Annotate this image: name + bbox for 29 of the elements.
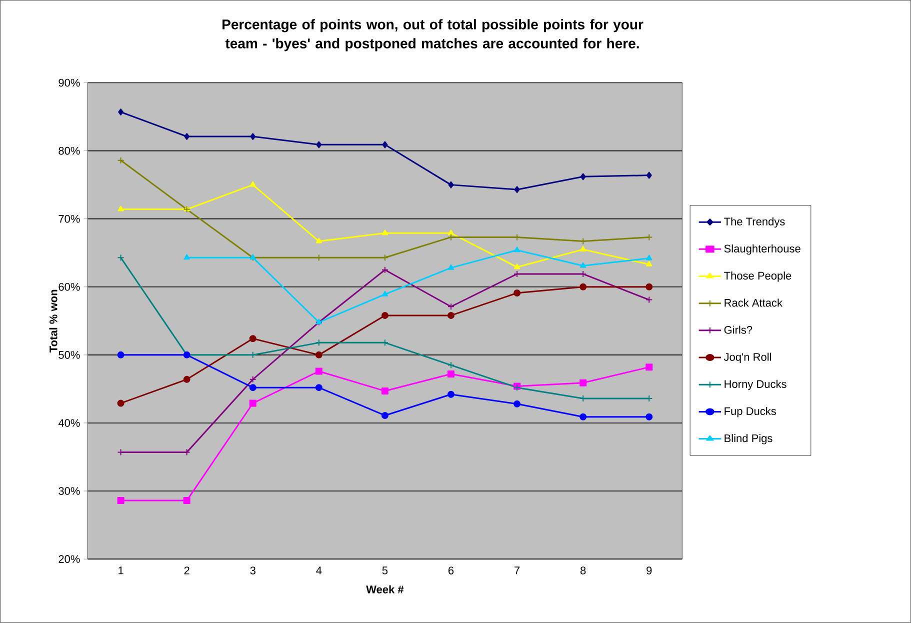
- x-tick-label: 2: [184, 566, 190, 574]
- x-axis-title: Week #: [366, 585, 404, 594]
- legend-label: Slaughterhouse: [724, 244, 800, 255]
- y-tick-label: 30%: [58, 487, 80, 496]
- y-tick-label: 40%: [58, 419, 80, 427]
- y-tick-label: 60%: [58, 283, 80, 291]
- legend-label: The Trendys: [724, 217, 785, 228]
- y-axis-title: Total % won: [49, 290, 58, 353]
- x-tick-label: 5: [382, 566, 388, 574]
- x-tick-label: 9: [646, 566, 652, 574]
- legend-label: Rack Attack: [724, 298, 783, 307]
- y-tick-label: 20%: [58, 555, 80, 564]
- legend-label: Blind Pigs: [724, 434, 772, 444]
- legend-label: Fup Ducks: [724, 407, 776, 418]
- x-tick-label: 3: [250, 566, 256, 574]
- y-tick-label: 50%: [58, 351, 80, 359]
- chart-title: Percentage of points won, out of total possible points for your team - 'byes' and postponed matches are accounted for here.: [222, 19, 644, 52]
- y-tick-label: 90%: [58, 78, 80, 87]
- legend-label: Joq'n Roll: [724, 352, 772, 364]
- legend-label: Horny Ducks: [724, 380, 786, 390]
- x-tick-label: 1: [118, 566, 124, 574]
- x-tick-label: 8: [580, 566, 586, 574]
- legend-label: Those People: [724, 272, 792, 282]
- y-tick-label: 70%: [58, 215, 80, 223]
- legend-label: Girls?: [724, 326, 752, 334]
- x-tick-label: 7: [514, 566, 520, 574]
- x-tick-label: 6: [448, 566, 454, 574]
- y-tick-label: 80%: [58, 147, 80, 155]
- x-tick-label: 4: [316, 566, 322, 574]
